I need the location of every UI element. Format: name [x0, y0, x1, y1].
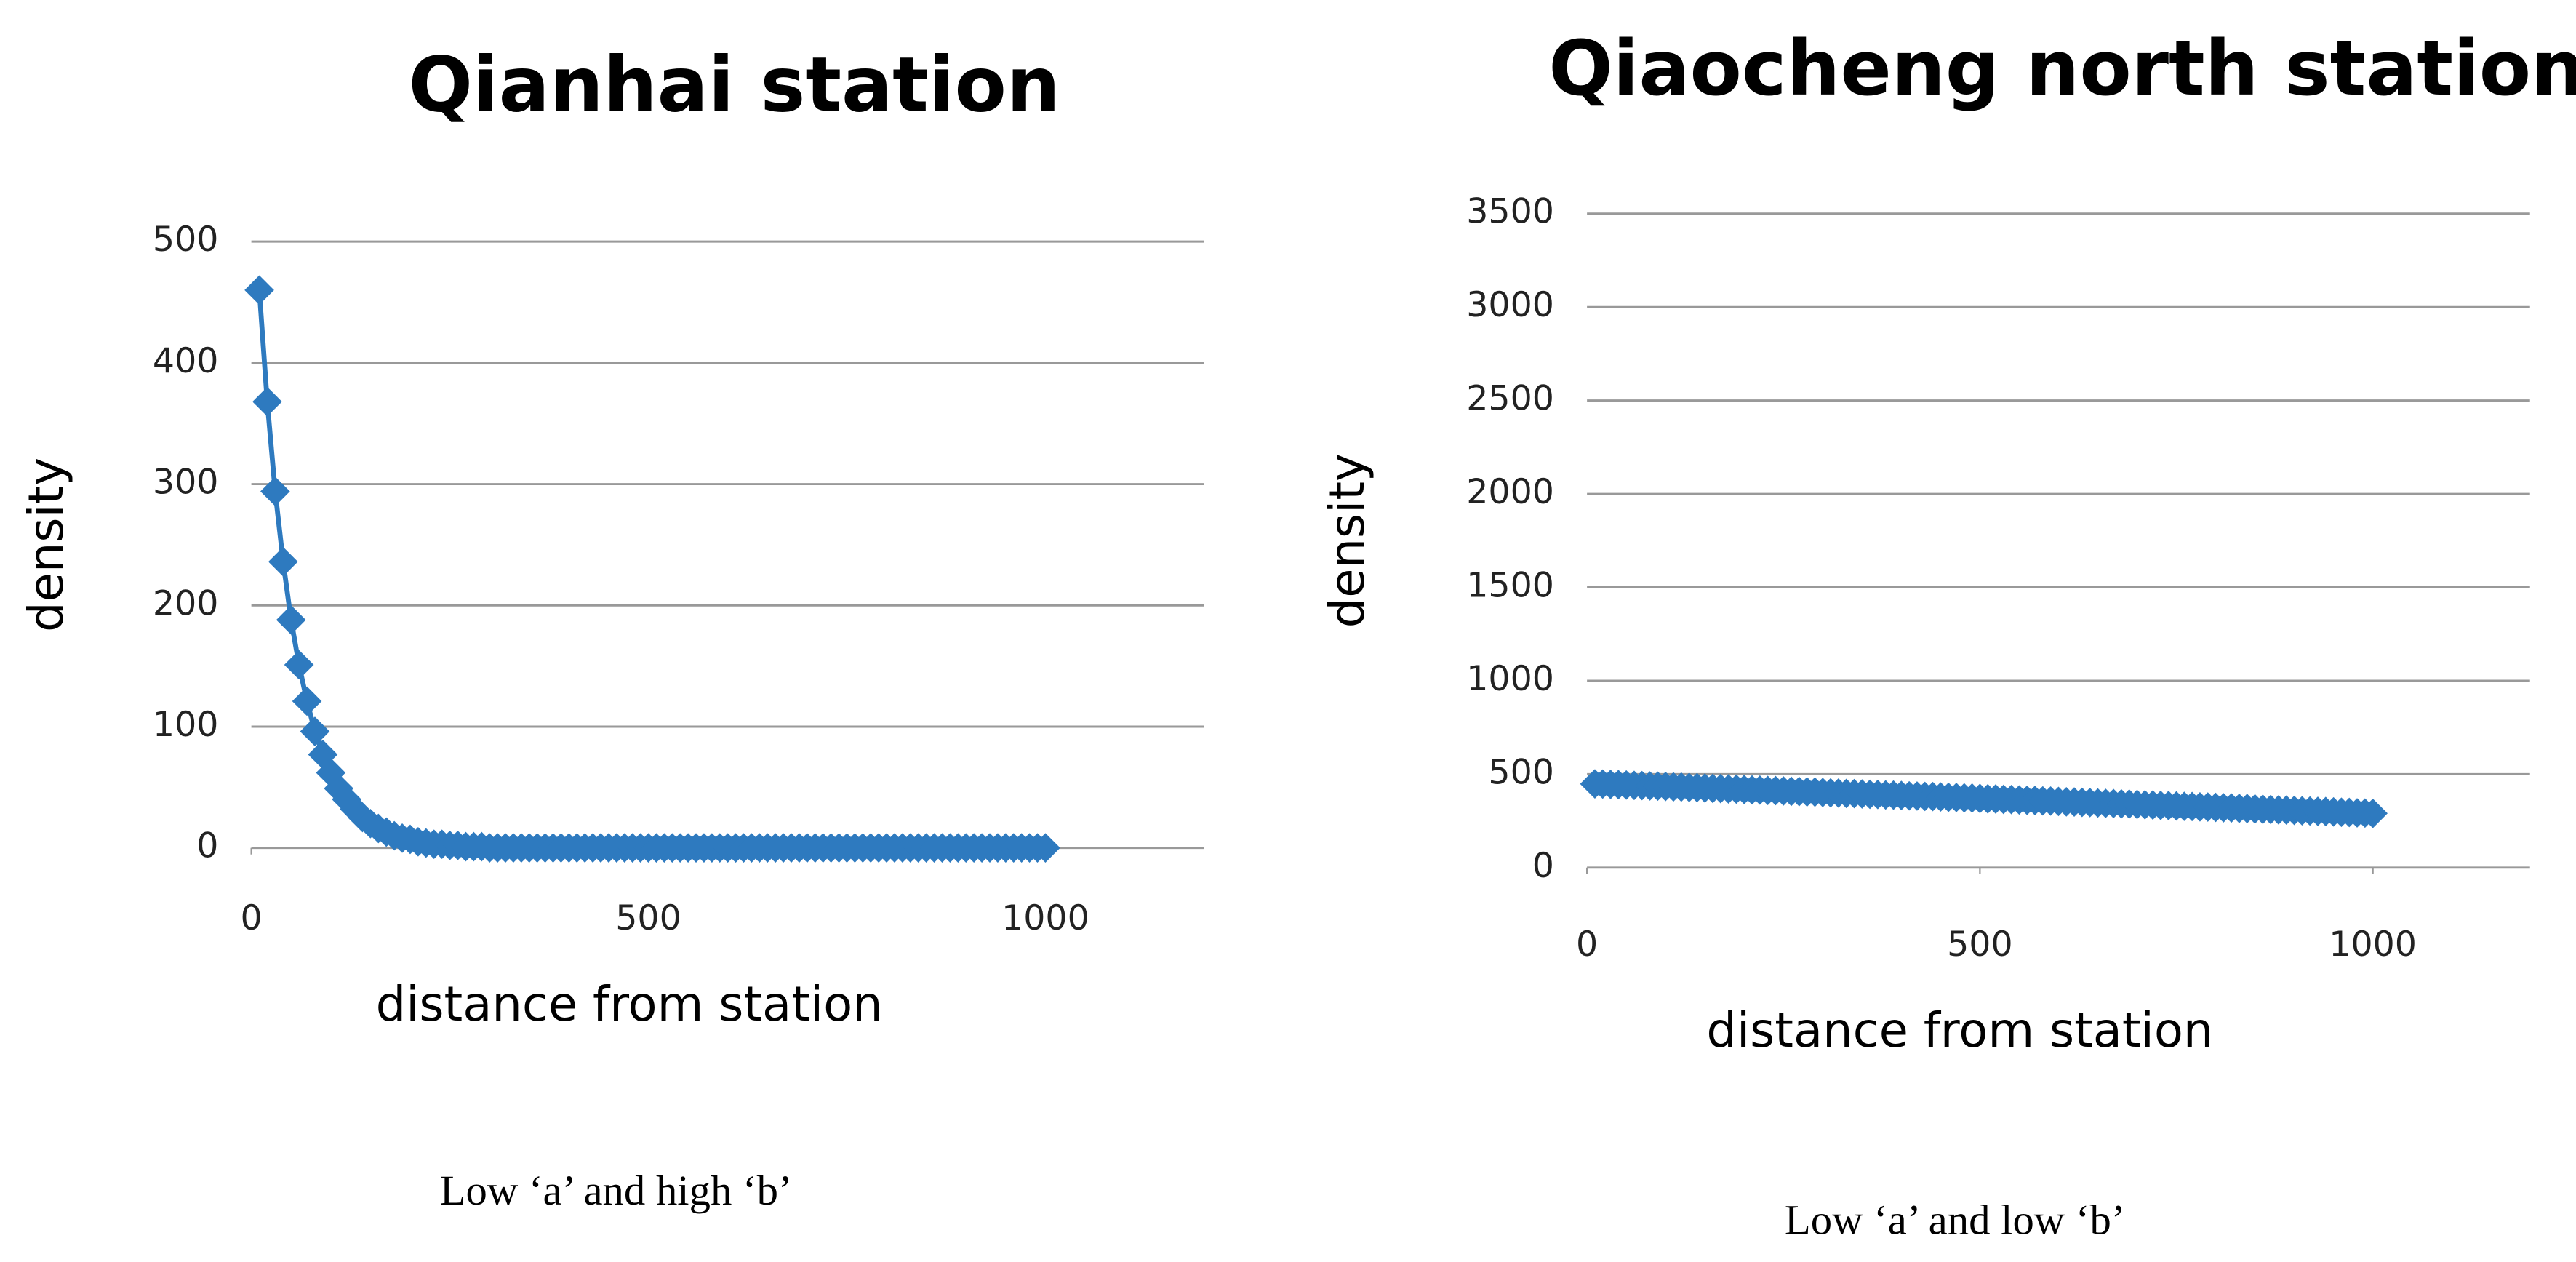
- y-tick-label: 500: [1488, 752, 1554, 792]
- y-tick-label: 0: [196, 826, 218, 866]
- marker: [316, 757, 346, 788]
- x-tick-label: 1000: [2329, 924, 2417, 965]
- x-tick-label: 0: [1576, 924, 1598, 965]
- marker: [252, 386, 282, 417]
- chart-title: Qianhai station: [409, 41, 1060, 129]
- marker: [284, 650, 314, 680]
- x-axis-label: distance from station: [376, 977, 883, 1032]
- line: [257, 289, 1046, 851]
- y-tick-label: 1000: [1466, 659, 1554, 699]
- y-tick-label: 1500: [1466, 565, 1554, 605]
- y-tick-label: 0: [1532, 846, 1554, 886]
- caption: Low ‘a’ and low ‘b’: [1785, 1196, 2126, 1243]
- chart-title: Qiaocheng north station: [1548, 25, 2576, 113]
- y-axis-label: density: [19, 458, 74, 632]
- y-tick-label: 3500: [1466, 192, 1554, 232]
- marker: [300, 716, 330, 746]
- x-tick-label: 500: [615, 898, 681, 938]
- x-axis-label: distance from station: [1706, 1003, 2213, 1058]
- marker: [276, 604, 306, 635]
- marker: [1031, 833, 1060, 863]
- y-tick-label: 3000: [1466, 285, 1554, 325]
- y-tick-label: 500: [153, 220, 219, 260]
- y-tick-label: 100: [153, 705, 219, 745]
- y-tick-label: 2500: [1466, 379, 1554, 419]
- marker: [292, 686, 322, 716]
- y-tick-label: 2000: [1466, 472, 1554, 512]
- marker: [332, 784, 361, 815]
- x-tick-label: 0: [241, 898, 263, 938]
- x-tick-label: 500: [1947, 924, 2013, 965]
- y-tick-label: 200: [153, 583, 219, 623]
- y-tick-label: 300: [153, 463, 219, 503]
- x-tick-label: 1000: [1001, 898, 1089, 938]
- marker: [244, 275, 274, 305]
- caption: Low ‘a’ and high ‘b’: [440, 1167, 793, 1214]
- y-axis-label: density: [1320, 453, 1375, 628]
- marker: [2358, 798, 2388, 828]
- marker: [268, 546, 298, 577]
- y-tick-label: 400: [153, 341, 219, 381]
- marker: [260, 476, 290, 506]
